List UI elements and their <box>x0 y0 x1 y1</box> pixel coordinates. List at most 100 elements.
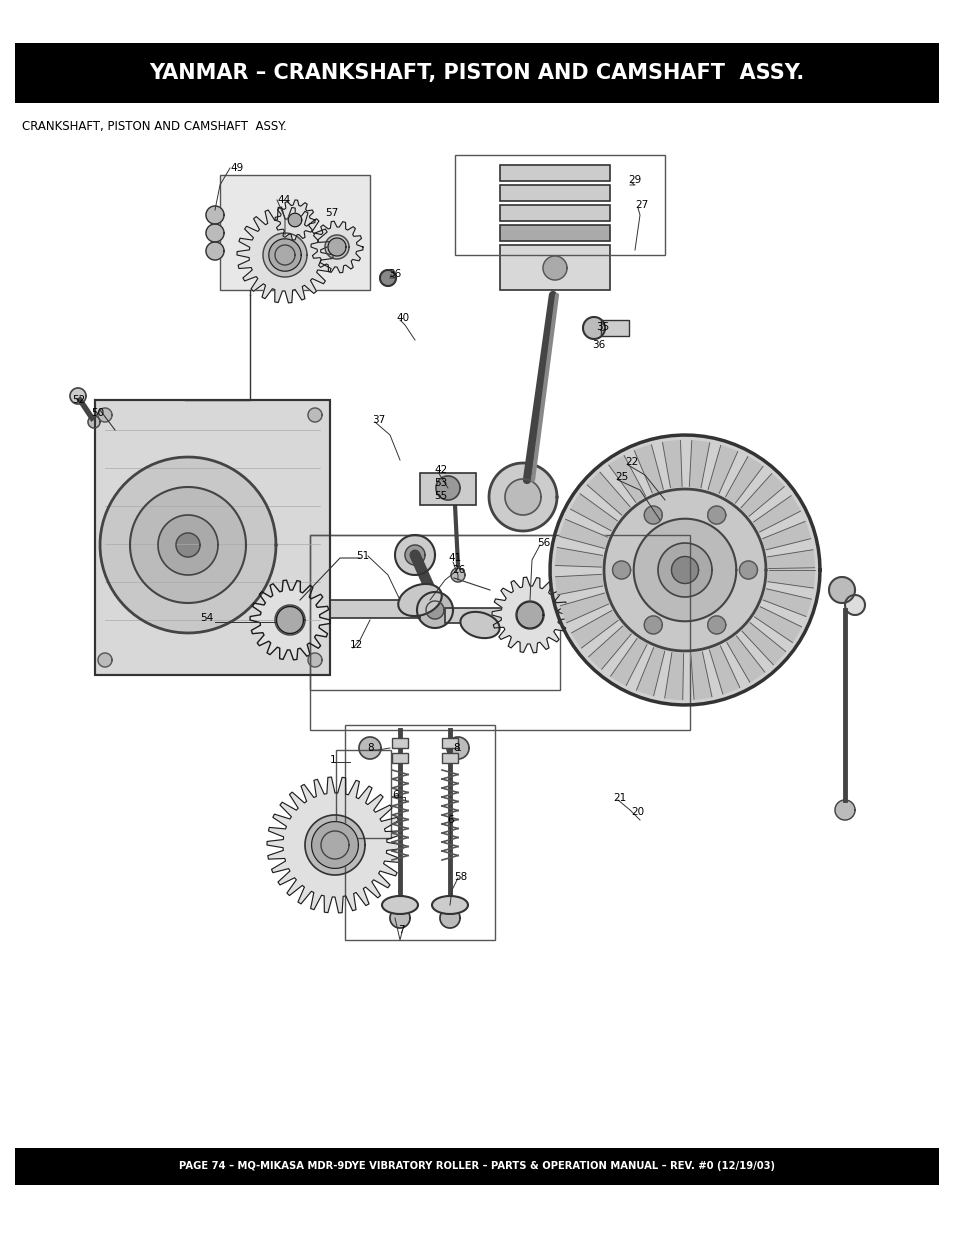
Polygon shape <box>305 815 365 874</box>
Text: 8: 8 <box>453 743 459 753</box>
Polygon shape <box>582 317 604 338</box>
Polygon shape <box>761 521 810 550</box>
Text: 27: 27 <box>635 200 648 210</box>
Polygon shape <box>158 515 218 576</box>
Polygon shape <box>390 908 410 927</box>
Polygon shape <box>269 238 301 272</box>
Text: 52: 52 <box>71 395 85 405</box>
Polygon shape <box>206 224 224 242</box>
Polygon shape <box>707 616 725 634</box>
Polygon shape <box>98 653 112 667</box>
Polygon shape <box>690 652 711 699</box>
Polygon shape <box>206 242 224 261</box>
Polygon shape <box>517 601 542 629</box>
Bar <box>15 1149 938 1186</box>
Polygon shape <box>643 506 661 524</box>
Bar <box>499 205 609 221</box>
Bar <box>444 608 539 622</box>
Polygon shape <box>709 646 739 694</box>
Polygon shape <box>274 605 305 635</box>
Text: 21: 21 <box>613 793 625 803</box>
Bar <box>499 245 609 290</box>
Text: 44: 44 <box>276 195 290 205</box>
Polygon shape <box>725 457 762 503</box>
Bar <box>15 43 938 103</box>
Polygon shape <box>739 561 757 579</box>
Polygon shape <box>726 636 764 682</box>
Polygon shape <box>250 580 330 659</box>
Text: 55: 55 <box>434 492 447 501</box>
Polygon shape <box>571 610 618 648</box>
Bar <box>392 739 408 748</box>
Bar <box>419 473 476 505</box>
Text: 49: 49 <box>230 163 243 173</box>
Text: 1: 1 <box>330 755 336 764</box>
Bar <box>499 165 609 182</box>
Ellipse shape <box>460 611 499 638</box>
Polygon shape <box>570 494 617 531</box>
Polygon shape <box>753 495 800 532</box>
Text: 25: 25 <box>615 472 628 482</box>
Bar <box>441 739 457 748</box>
Text: PAGE 74 – MQ-MIKASA MDR-9DYE VIBRATORY ROLLER – PARTS & OPERATION MANUAL – REV. : PAGE 74 – MQ-MIKASA MDR-9DYE VIBRATORY R… <box>179 1161 774 1172</box>
Polygon shape <box>767 571 814 588</box>
Text: 41: 41 <box>448 553 460 563</box>
Polygon shape <box>741 622 785 664</box>
Polygon shape <box>263 233 307 277</box>
Polygon shape <box>555 574 602 595</box>
Text: 36: 36 <box>592 340 604 350</box>
Ellipse shape <box>397 584 441 616</box>
Ellipse shape <box>381 897 417 914</box>
Polygon shape <box>707 446 737 494</box>
Polygon shape <box>276 606 303 634</box>
Polygon shape <box>542 256 566 280</box>
Polygon shape <box>612 561 630 579</box>
Bar <box>345 725 495 940</box>
Polygon shape <box>664 652 682 699</box>
Polygon shape <box>550 435 820 705</box>
Polygon shape <box>610 638 646 685</box>
Polygon shape <box>489 463 557 531</box>
Polygon shape <box>559 593 608 622</box>
Polygon shape <box>689 441 709 488</box>
Ellipse shape <box>432 897 468 914</box>
Polygon shape <box>633 519 736 621</box>
Text: 6: 6 <box>447 815 453 825</box>
Text: 8: 8 <box>367 743 374 753</box>
Polygon shape <box>844 595 864 615</box>
Polygon shape <box>834 800 854 820</box>
Polygon shape <box>634 445 662 493</box>
Bar <box>335 750 391 839</box>
Polygon shape <box>320 831 349 860</box>
Polygon shape <box>426 601 443 619</box>
Text: 58: 58 <box>454 872 467 882</box>
Polygon shape <box>559 520 607 548</box>
Polygon shape <box>288 214 301 227</box>
Polygon shape <box>492 577 567 653</box>
Polygon shape <box>175 534 200 557</box>
Polygon shape <box>308 408 322 422</box>
Text: 26: 26 <box>452 564 465 576</box>
Polygon shape <box>358 737 380 760</box>
Polygon shape <box>754 606 801 642</box>
Polygon shape <box>555 547 602 567</box>
Text: 50: 50 <box>91 408 104 417</box>
Text: 42: 42 <box>434 466 447 475</box>
Polygon shape <box>308 653 322 667</box>
Text: YANMAR – CRANKSHAFT, PISTON AND CAMSHAFT  ASSY.: YANMAR – CRANKSHAFT, PISTON AND CAMSHAFT… <box>150 63 803 83</box>
Text: 35: 35 <box>596 322 609 332</box>
Polygon shape <box>395 535 435 576</box>
Polygon shape <box>206 206 224 224</box>
Polygon shape <box>98 408 112 422</box>
Polygon shape <box>671 557 698 583</box>
Polygon shape <box>311 221 363 273</box>
Polygon shape <box>100 457 275 634</box>
Text: 36: 36 <box>388 269 401 279</box>
Polygon shape <box>587 472 629 515</box>
Polygon shape <box>608 456 645 503</box>
Polygon shape <box>661 441 681 488</box>
Polygon shape <box>439 908 459 927</box>
Bar <box>392 753 408 763</box>
Bar <box>95 400 330 676</box>
Text: 57: 57 <box>325 207 338 219</box>
